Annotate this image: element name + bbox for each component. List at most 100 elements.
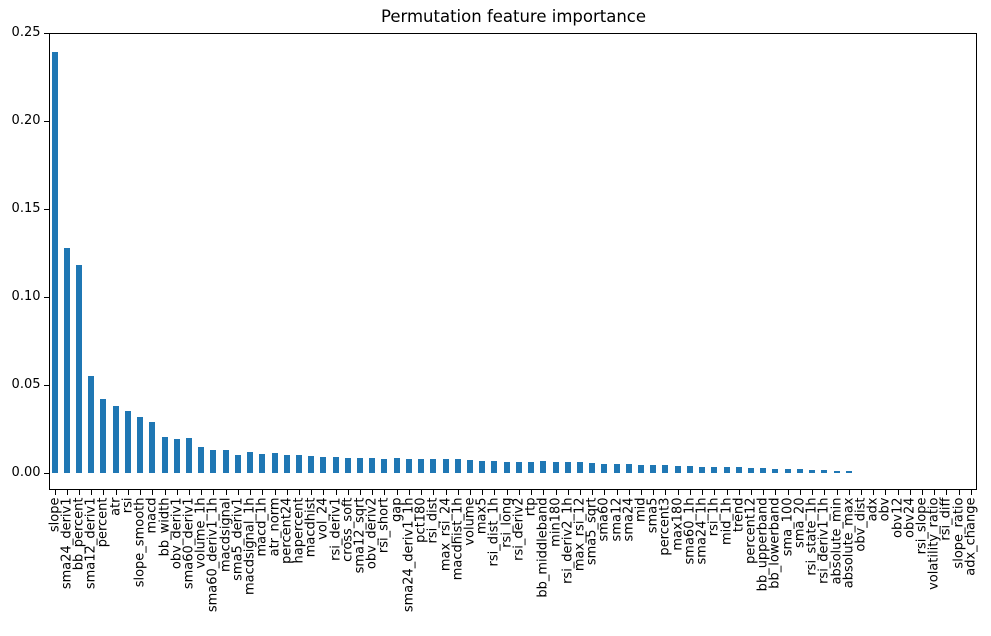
x-tick-mark: [445, 490, 447, 495]
bar-rtp: [528, 462, 535, 473]
bar-macdsignal_1h: [247, 452, 254, 473]
x-tick-mark: [909, 490, 911, 495]
bar-sma24: [625, 464, 632, 473]
bar-bb_middleband: [540, 461, 547, 473]
x-tick-mark: [347, 490, 349, 495]
y-tick-mark: [43, 297, 49, 298]
y-tick-mark: [43, 121, 49, 122]
y-tick-label: 0.25: [11, 25, 41, 40]
x-tick-mark: [567, 490, 569, 495]
x-tick-mark: [360, 490, 362, 495]
bar-bb_percent: [76, 265, 83, 473]
bar-percent24: [283, 455, 290, 473]
bar-sma5_sqrt: [589, 463, 596, 473]
x-tick-mark: [372, 490, 374, 495]
x-tick-mark: [274, 490, 276, 495]
bar-obv_deriv1: [173, 439, 180, 473]
x-tick-mark: [946, 490, 948, 495]
x-tick-mark: [140, 490, 142, 495]
bar-trend: [735, 467, 742, 473]
x-tick-mark: [286, 490, 288, 495]
x-tick-mark: [873, 490, 875, 495]
bar-sma24_deriv1_1h: [405, 459, 412, 473]
bar-gap: [393, 458, 400, 473]
x-tick-mark: [555, 490, 557, 495]
bar-sma_20: [796, 469, 803, 473]
x-tick-mark: [311, 490, 313, 495]
y-tick-label: 0.00: [11, 465, 41, 480]
x-tick-mark: [176, 490, 178, 495]
x-tick-mark: [66, 490, 68, 495]
y-tick-mark: [43, 473, 49, 474]
x-tick-mark: [127, 490, 129, 495]
bar-slope: [51, 52, 58, 473]
y-tick-label: 0.20: [11, 113, 41, 128]
x-tick-mark: [457, 490, 459, 495]
bar-macdhist: [308, 456, 315, 473]
x-tick-mark: [750, 490, 752, 495]
bar-sma60_1h: [686, 466, 693, 473]
x-tick-mark: [665, 490, 667, 495]
x-tick-mark: [518, 490, 520, 495]
x-tick-mark: [531, 490, 533, 495]
x-tick-mark: [763, 490, 765, 495]
x-tick-mark: [164, 490, 166, 495]
bar-volume: [466, 460, 473, 473]
x-tick-mark: [799, 490, 801, 495]
bar-max5: [479, 461, 486, 473]
bar-percent12: [747, 468, 754, 473]
x-tick-mark: [335, 490, 337, 495]
x-tick-mark: [54, 490, 56, 495]
x-tick-mark: [201, 490, 203, 495]
bar-macd: [149, 422, 156, 473]
bar-atr_norm: [271, 453, 278, 473]
bar-sma12_deriv1: [88, 376, 95, 473]
chart-title: Permutation feature importance: [380, 7, 647, 26]
bar-absolute_min: [833, 471, 840, 473]
bar-volume_1h: [198, 447, 205, 473]
bar-macdhist_1h: [454, 459, 461, 473]
x-tick-mark: [604, 490, 606, 495]
x-tick-mark: [79, 490, 81, 495]
x-tick-mark: [152, 490, 154, 495]
x-tick-mark: [506, 490, 508, 495]
x-tick-mark: [824, 490, 826, 495]
x-tick-mark: [469, 490, 471, 495]
bar-percent3: [662, 465, 669, 473]
bar-rsi_dist: [430, 459, 437, 473]
y-tick-mark: [43, 209, 49, 210]
y-tick-label: 0.15: [11, 201, 41, 216]
bar-sma12: [613, 464, 620, 473]
bar-macd_1h: [259, 454, 266, 473]
x-tick-mark: [738, 490, 740, 495]
bar-vol_24: [320, 457, 327, 473]
x-tick-mark: [860, 490, 862, 495]
bar-sma60: [601, 464, 608, 473]
x-tick-mark: [702, 490, 704, 495]
y-tick-label: 0.10: [11, 289, 41, 304]
bar-atr: [112, 406, 119, 473]
bar-sma60_deriv1_1h: [210, 450, 217, 473]
bar-obv_deriv2: [369, 458, 376, 473]
y-tick-mark: [43, 33, 49, 34]
bar-rsi_deriv2_1h: [564, 462, 571, 473]
x-tick-mark: [592, 490, 594, 495]
bar-sma12_sqrt: [357, 458, 364, 473]
x-tick-mark: [115, 490, 117, 495]
x-tick-mark: [225, 490, 227, 495]
x-tick-mark: [677, 490, 679, 495]
x-tick-mark: [298, 490, 300, 495]
bar-max_rsi_24: [442, 459, 449, 473]
x-tick-mark: [641, 490, 643, 495]
x-tick-mark: [494, 490, 496, 495]
bar-rsi_state_1h: [809, 470, 816, 473]
bar-sma5: [650, 465, 657, 473]
x-tick-mark: [408, 490, 410, 495]
bar-sma24_deriv1: [63, 248, 70, 473]
bar-pct180: [418, 459, 425, 473]
bar-slope_smooth: [137, 417, 144, 473]
x-tick-mark: [421, 490, 423, 495]
bar-rsi_dist_1h: [491, 461, 498, 473]
bar-min180: [552, 462, 559, 473]
x-tick-mark: [396, 490, 398, 495]
